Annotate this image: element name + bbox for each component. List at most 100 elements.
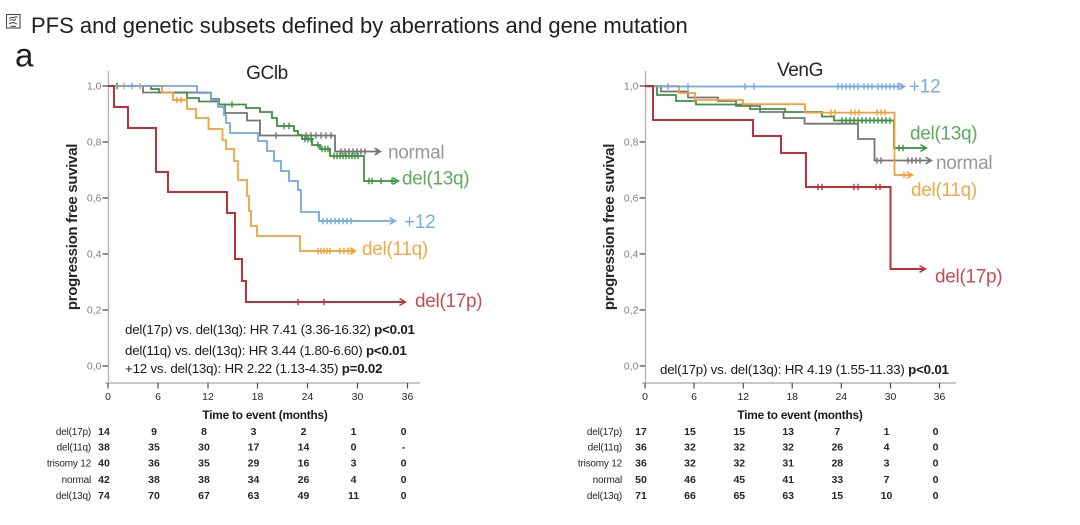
svg-text:38: 38 bbox=[198, 474, 210, 486]
svg-text:del(17p): del(17p) bbox=[587, 427, 622, 438]
svg-text:0: 0 bbox=[933, 474, 939, 486]
svg-text:35: 35 bbox=[148, 442, 160, 454]
svg-text:7: 7 bbox=[834, 426, 840, 438]
svg-text:normal: normal bbox=[936, 153, 992, 174]
svg-text:32: 32 bbox=[733, 442, 745, 454]
svg-text:4: 4 bbox=[884, 442, 890, 454]
svg-text:49: 49 bbox=[298, 490, 310, 502]
svg-text:PFS and genetic subsets define: PFS and genetic subsets defined by aberr… bbox=[31, 13, 688, 38]
svg-text:4: 4 bbox=[351, 474, 357, 486]
svg-text:del(13q): del(13q) bbox=[910, 124, 977, 145]
svg-text:46: 46 bbox=[684, 474, 696, 486]
svg-text:38: 38 bbox=[148, 474, 160, 486]
svg-text:35: 35 bbox=[198, 458, 210, 470]
svg-text:1: 1 bbox=[884, 426, 890, 438]
svg-text:0,6: 0,6 bbox=[87, 193, 102, 205]
svg-text:36: 36 bbox=[635, 458, 647, 470]
svg-text:0: 0 bbox=[105, 391, 111, 403]
svg-text:0,8: 0,8 bbox=[87, 137, 102, 149]
svg-text:36: 36 bbox=[635, 442, 647, 454]
svg-text:36: 36 bbox=[934, 391, 946, 403]
svg-text:6: 6 bbox=[155, 391, 161, 403]
svg-text:0: 0 bbox=[401, 426, 407, 438]
svg-text:6: 6 bbox=[691, 391, 697, 403]
svg-text:13: 13 bbox=[782, 426, 794, 438]
svg-text:9: 9 bbox=[151, 426, 157, 438]
svg-text:0: 0 bbox=[401, 474, 407, 486]
svg-text:29: 29 bbox=[248, 458, 260, 470]
svg-text:33: 33 bbox=[831, 474, 843, 486]
svg-text:10: 10 bbox=[881, 490, 893, 502]
svg-text:0,4: 0,4 bbox=[624, 249, 639, 261]
svg-text:1: 1 bbox=[351, 426, 357, 438]
svg-text:30: 30 bbox=[885, 391, 897, 403]
svg-text:32: 32 bbox=[733, 458, 745, 470]
svg-text:0: 0 bbox=[642, 391, 648, 403]
svg-text:24: 24 bbox=[302, 391, 314, 403]
svg-text:del(17p) vs. del(13q): HR 7.41: del(17p) vs. del(13q): HR 7.41 (3.36-16.… bbox=[125, 322, 416, 337]
svg-text:31: 31 bbox=[782, 458, 794, 470]
svg-text:+12: +12 bbox=[404, 212, 435, 233]
svg-text:del(11q): del(11q) bbox=[588, 443, 622, 454]
svg-text:0,6: 0,6 bbox=[624, 193, 639, 205]
svg-text:progression free suvival: progression free suvival bbox=[64, 144, 81, 310]
svg-text:0: 0 bbox=[351, 442, 357, 454]
svg-text:66: 66 bbox=[684, 490, 696, 502]
svg-text:a: a bbox=[15, 37, 34, 74]
svg-text:26: 26 bbox=[831, 442, 843, 454]
svg-text:normal: normal bbox=[62, 475, 91, 486]
svg-text:8: 8 bbox=[201, 426, 207, 438]
svg-text:0: 0 bbox=[933, 458, 939, 470]
svg-text:3: 3 bbox=[351, 458, 357, 470]
svg-text:del(11q): del(11q) bbox=[57, 443, 91, 454]
svg-text:12: 12 bbox=[202, 391, 214, 403]
svg-text:42: 42 bbox=[98, 474, 110, 486]
svg-text:45: 45 bbox=[733, 474, 745, 486]
svg-text:18: 18 bbox=[252, 391, 264, 403]
svg-text:0,2: 0,2 bbox=[87, 305, 102, 317]
svg-text:normal: normal bbox=[388, 143, 444, 164]
svg-text:-: - bbox=[402, 442, 406, 454]
svg-text:del(17p): del(17p) bbox=[415, 291, 482, 312]
svg-text:32: 32 bbox=[782, 442, 794, 454]
svg-text:36: 36 bbox=[402, 391, 414, 403]
svg-text:del(17p): del(17p) bbox=[935, 267, 1002, 288]
svg-text:1,0: 1,0 bbox=[87, 81, 102, 93]
svg-text:41: 41 bbox=[782, 474, 794, 486]
svg-text:Time to event (months): Time to event (months) bbox=[737, 408, 862, 422]
svg-text:3: 3 bbox=[884, 458, 890, 470]
svg-text:0: 0 bbox=[401, 458, 407, 470]
svg-text:trisomy 12: trisomy 12 bbox=[578, 459, 623, 470]
svg-text:24: 24 bbox=[835, 391, 847, 403]
svg-text:17: 17 bbox=[635, 426, 647, 438]
svg-text:2: 2 bbox=[301, 426, 307, 438]
svg-text:del(11q): del(11q) bbox=[911, 180, 977, 201]
svg-text:del(17p): del(17p) bbox=[56, 427, 91, 438]
svg-text:del(11q): del(11q) bbox=[362, 239, 428, 260]
svg-text:0,0: 0,0 bbox=[87, 361, 102, 373]
svg-text:15: 15 bbox=[831, 490, 843, 502]
svg-text:71: 71 bbox=[635, 490, 647, 502]
svg-text:15: 15 bbox=[684, 426, 696, 438]
svg-text:15: 15 bbox=[733, 426, 745, 438]
svg-text:0: 0 bbox=[401, 490, 407, 502]
svg-text:normal: normal bbox=[593, 475, 622, 486]
svg-text:16: 16 bbox=[298, 458, 310, 470]
svg-text:+12 vs. del(13q): HR 2.22 (1.1: +12 vs. del(13q): HR 2.22 (1.13-4.35) p=… bbox=[125, 361, 382, 376]
svg-text:+12: +12 bbox=[909, 77, 940, 98]
svg-text:del(13q): del(13q) bbox=[587, 491, 622, 502]
svg-text:Time to event (months): Time to event (months) bbox=[202, 408, 327, 422]
svg-text:del(13q): del(13q) bbox=[402, 169, 469, 190]
svg-text:32: 32 bbox=[684, 442, 696, 454]
svg-text:34: 34 bbox=[248, 474, 260, 486]
svg-text:63: 63 bbox=[782, 490, 794, 502]
svg-text:70: 70 bbox=[148, 490, 160, 502]
svg-text:74: 74 bbox=[98, 490, 110, 502]
svg-text:11: 11 bbox=[348, 490, 359, 502]
svg-text:0: 0 bbox=[933, 426, 939, 438]
svg-text:0: 0 bbox=[933, 490, 939, 502]
svg-text:VenG: VenG bbox=[777, 60, 823, 81]
svg-text:14: 14 bbox=[98, 426, 110, 438]
svg-text:17: 17 bbox=[248, 442, 260, 454]
svg-text:65: 65 bbox=[733, 490, 745, 502]
